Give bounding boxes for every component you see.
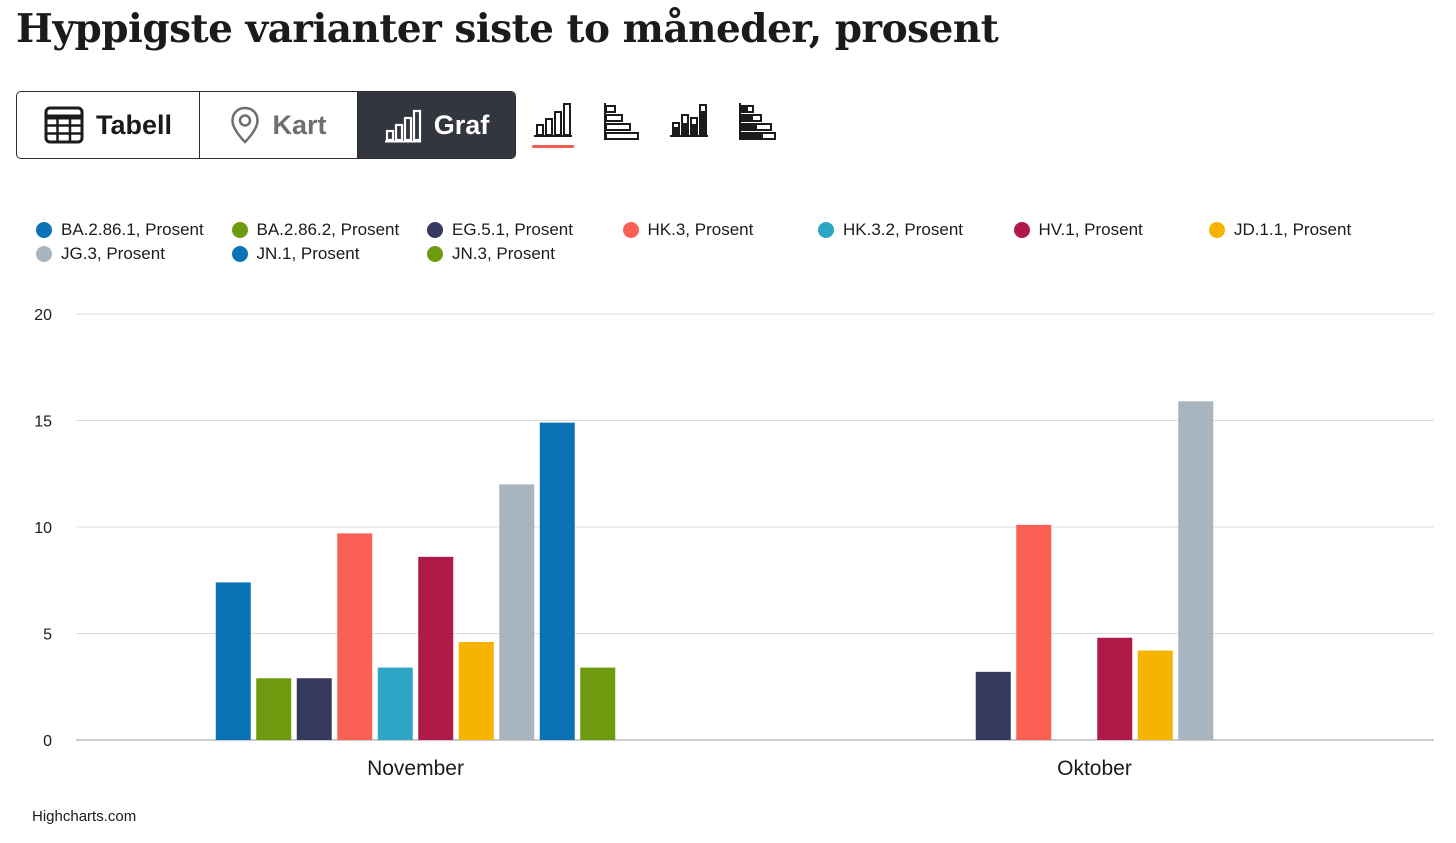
- legend-marker: [1013, 222, 1030, 238]
- y-tick-label: 10: [34, 520, 52, 537]
- active-variant-underline: [532, 145, 574, 148]
- legend-label: JG.3, Prosent: [61, 244, 165, 263]
- bar[interactable]: [499, 484, 535, 740]
- tab-graph[interactable]: Graf: [358, 92, 515, 158]
- highcharts-credit[interactable]: Highcharts.com: [32, 808, 137, 825]
- legend-item[interactable]: HK.3, Prosent: [622, 220, 754, 240]
- legend-marker: [427, 246, 443, 262]
- bar-chart-icon: [384, 109, 421, 143]
- legend-label: HK.3, Prosent: [647, 220, 754, 239]
- horizontal-bar-chart-icon: [604, 103, 639, 140]
- y-tick-label: 5: [43, 627, 52, 644]
- legend-marker: [622, 222, 639, 238]
- legend-marker: [818, 222, 834, 238]
- stacked-column-chart-icon: [670, 104, 708, 137]
- chart-variant-horizontal-bar[interactable]: [598, 101, 644, 151]
- legend-label: BA.2.86.1, Prosent: [61, 220, 204, 239]
- legend-item[interactable]: EG.5.1, Prosent: [427, 220, 573, 240]
- column-chart-icon: [534, 103, 572, 137]
- chart-variant-stacked-column[interactable]: [666, 101, 712, 151]
- bar[interactable]: [458, 642, 494, 740]
- bar[interactable]: [418, 556, 454, 740]
- chart-variant-column[interactable]: [530, 101, 576, 151]
- legend-marker: [231, 246, 248, 262]
- page-title: Hyppigste varianter siste to måneder, pr…: [16, 6, 999, 52]
- legend-marker: [36, 222, 52, 238]
- legend-label: JD.1.1, Prosent: [1234, 220, 1352, 239]
- legend-item[interactable]: JN.3, Prosent: [427, 244, 555, 264]
- legend-marker: [1209, 222, 1225, 238]
- legend-item[interactable]: BA.2.86.1, Prosent: [36, 220, 204, 240]
- bar[interactable]: [975, 671, 1011, 740]
- y-tick-label: 15: [34, 414, 52, 431]
- legend-item[interactable]: JN.1, Prosent: [231, 244, 360, 264]
- tab-table[interactable]: Tabell: [17, 92, 200, 158]
- bar[interactable]: [296, 678, 332, 740]
- x-category-label: November: [367, 757, 464, 780]
- bar[interactable]: [377, 667, 413, 740]
- bar[interactable]: [580, 667, 616, 740]
- legend-marker: [427, 222, 443, 238]
- y-tick-label: 0: [43, 733, 52, 750]
- x-category-label: Oktober: [1057, 757, 1132, 780]
- tab-table-label: Tabell: [95, 109, 173, 140]
- bar[interactable]: [215, 582, 251, 740]
- y-tick-label: 20: [34, 307, 52, 324]
- stacked-bar-chart-icon: [739, 103, 776, 140]
- legend-marker: [36, 246, 52, 262]
- legend-label: HK.3.2, Prosent: [843, 220, 964, 239]
- legend-item[interactable]: JG.3, Prosent: [36, 244, 165, 264]
- legend-label: BA.2.86.2, Prosent: [256, 220, 400, 239]
- bar[interactable]: [1097, 637, 1133, 740]
- legend-item[interactable]: BA.2.86.2, Prosent: [231, 220, 400, 240]
- bar[interactable]: [1178, 401, 1214, 740]
- tab-graph-label: Graf: [433, 109, 490, 140]
- legend-label: HV.1, Prosent: [1038, 220, 1143, 239]
- table-icon: [44, 106, 84, 144]
- legend-marker: [231, 222, 248, 238]
- legend-item[interactable]: JD.1.1, Prosent: [1209, 220, 1351, 240]
- chart-variant-stacked-bar[interactable]: [734, 101, 780, 151]
- legend-label: JN.1, Prosent: [256, 244, 360, 263]
- tab-map[interactable]: Kart: [200, 92, 358, 158]
- tab-map-label: Kart: [272, 109, 327, 140]
- bar[interactable]: [539, 422, 575, 740]
- legend-item[interactable]: HK.3.2, Prosent: [818, 220, 963, 240]
- legend-label: JN.3, Prosent: [452, 244, 555, 263]
- legend-label: EG.5.1, Prosent: [452, 220, 573, 239]
- view-toggle: Tabell Kart Graf: [16, 91, 516, 159]
- map-pin-icon: [231, 106, 260, 144]
- bar[interactable]: [1137, 650, 1173, 740]
- bar[interactable]: [256, 678, 292, 740]
- bar[interactable]: [337, 533, 373, 740]
- bar-chart: 0 5 10 15 20 November Oktober: [34, 307, 1434, 780]
- legend-item[interactable]: HV.1, Prosent: [1013, 220, 1143, 240]
- bar[interactable]: [1016, 524, 1052, 740]
